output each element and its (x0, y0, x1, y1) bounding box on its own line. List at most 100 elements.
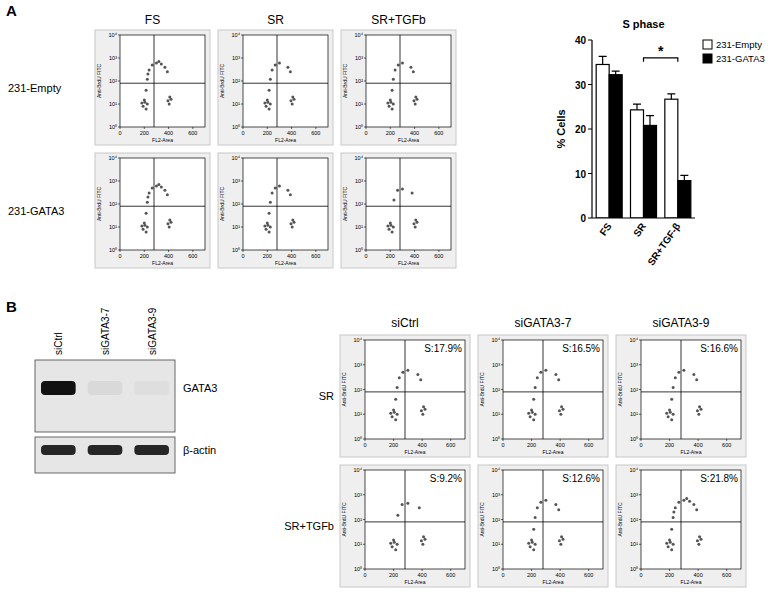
event-dot (391, 108, 394, 111)
event-dot (268, 231, 271, 234)
column-header: FS (145, 13, 160, 27)
tick (669, 439, 670, 441)
tick-label: 0 (118, 253, 121, 259)
blot-band (41, 445, 76, 455)
tick (501, 569, 503, 570)
event-dot (418, 506, 421, 509)
tick (144, 250, 145, 252)
event-dot (557, 508, 560, 511)
tick-label: 10³ (354, 362, 362, 368)
event-dot (531, 411, 534, 414)
event-dot (291, 103, 294, 106)
event-dot (393, 411, 396, 414)
gate-line (543, 470, 544, 569)
gate-line (120, 83, 205, 84)
tick (588, 569, 589, 571)
tick (560, 439, 561, 441)
event-dot (669, 541, 672, 544)
blot-band (88, 445, 123, 455)
tick (241, 204, 243, 205)
tick-label: 600 (434, 130, 443, 136)
event-dot (389, 224, 392, 227)
tick-label: 10⁰ (355, 247, 363, 253)
tick-label: 10³ (355, 178, 363, 184)
event-dot (145, 231, 148, 234)
tick (364, 127, 366, 128)
event-dot (682, 369, 685, 372)
plot-frame (503, 340, 603, 439)
event-dot (265, 105, 268, 108)
event-dot (672, 386, 675, 389)
tick (364, 158, 366, 159)
tick-label: 10⁰ (492, 566, 500, 572)
event-dot (685, 497, 688, 500)
event-dot (414, 103, 417, 106)
data-layer (366, 35, 451, 127)
event-dot (677, 371, 680, 374)
category-label: FS (597, 221, 614, 238)
tick (364, 204, 366, 205)
event-dot (392, 78, 395, 81)
tick (241, 35, 243, 36)
tick-label: 10⁴ (232, 155, 241, 161)
tick-label: 10¹ (109, 101, 117, 107)
column-header: SR (267, 13, 284, 27)
tick (438, 250, 439, 252)
tick-label: 10¹ (232, 101, 240, 107)
tick (450, 569, 451, 571)
event-dot (396, 514, 399, 517)
tick-label: 10⁴ (232, 32, 241, 38)
tick (241, 250, 243, 251)
event-dot (289, 222, 292, 225)
tick (241, 181, 243, 182)
tick-label: 0 (364, 253, 367, 259)
event-dot (146, 226, 149, 229)
event-dot (700, 538, 703, 541)
gate-line (681, 470, 682, 569)
event-dot (697, 543, 700, 546)
tick (639, 364, 641, 365)
tick-label: 10⁰ (355, 124, 363, 130)
tick (363, 414, 365, 415)
event-dot (271, 69, 274, 72)
tick-label: 10³ (232, 178, 240, 184)
event-dot (527, 412, 530, 415)
tick-label: 400 (287, 253, 296, 259)
tick (118, 127, 120, 128)
event-dot (695, 508, 698, 511)
event-dot (557, 378, 560, 381)
event-dot (672, 543, 675, 546)
event-dot (168, 103, 171, 106)
tick (501, 439, 503, 440)
event-dot (414, 226, 417, 229)
event-dot (160, 185, 163, 188)
bar-chart: 010203040% CellsFSSRSR+TGF-β*231-Empty23… (555, 35, 765, 267)
event-dot (534, 516, 537, 519)
event-dot (670, 418, 673, 421)
event-dot (416, 221, 419, 224)
event-dot (544, 369, 547, 372)
error-bar (633, 104, 641, 110)
tick-label: 10² (630, 387, 638, 393)
tick-label: 10² (354, 517, 362, 523)
tick-label: 200 (140, 130, 149, 136)
tick (291, 127, 292, 129)
tick-label: 400 (556, 442, 565, 448)
event-dot (166, 70, 169, 73)
tick-label: 600 (722, 442, 731, 448)
tick-label: 10¹ (355, 224, 363, 230)
tick-label: 10³ (109, 55, 117, 61)
event-dot (424, 408, 427, 411)
plot-background (95, 30, 210, 145)
event-dot (269, 78, 272, 81)
blot-band (88, 381, 123, 395)
tick (501, 494, 503, 495)
annotation: S:9.2% (430, 473, 462, 484)
tick (168, 250, 169, 252)
event-dot (286, 189, 289, 192)
data-layer (243, 158, 328, 250)
event-dot (268, 89, 271, 92)
bar (609, 75, 622, 218)
event-dot (289, 70, 292, 73)
event-dot (166, 222, 169, 225)
